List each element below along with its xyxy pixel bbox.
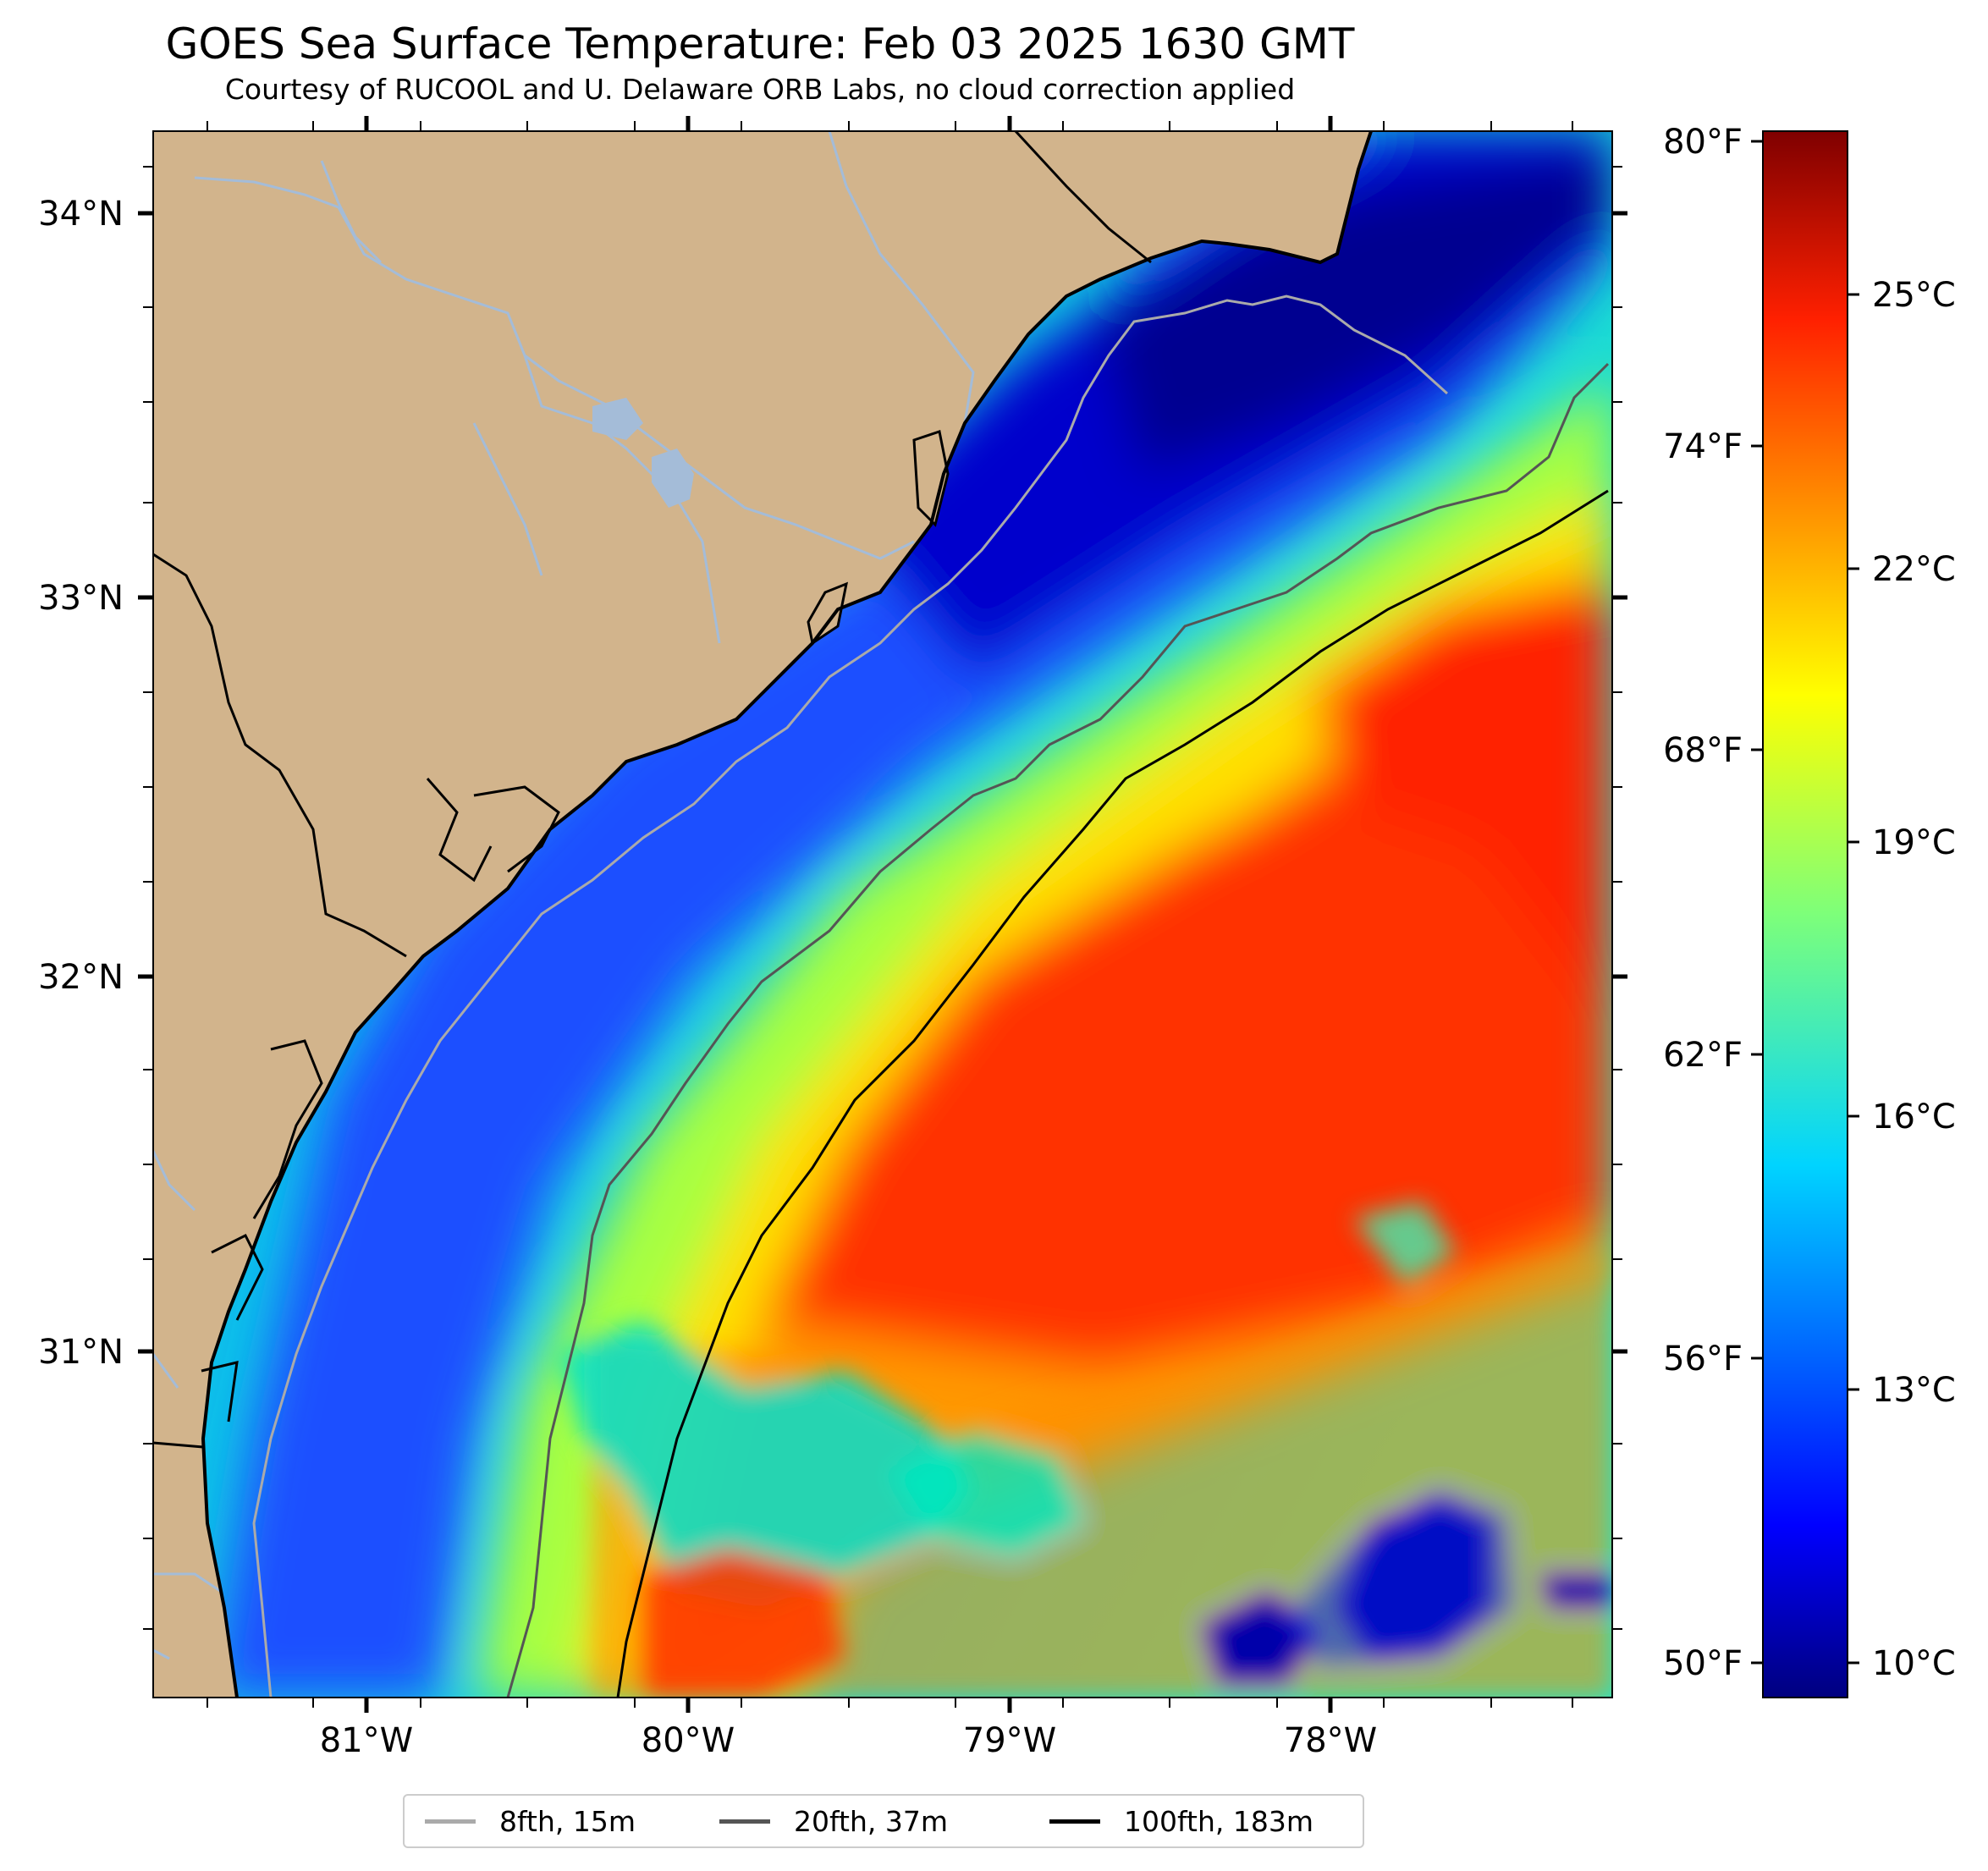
colorbar-f-label: 50°F bbox=[1663, 1644, 1743, 1683]
land bbox=[153, 131, 1371, 1698]
isobaths bbox=[252, 294, 1610, 1698]
colorbar: 80°F 74°F 68°F 62°F 56°F 50°F 25°C 22°C … bbox=[1663, 123, 1956, 1698]
barrier-island bbox=[807, 581, 849, 646]
minor-ticks bbox=[143, 121, 1622, 1708]
colorbar-c-label: 22°C bbox=[1872, 550, 1956, 589]
lat-label-31n: 31°N bbox=[38, 1333, 124, 1372]
lon-label-81w: 81°W bbox=[320, 1721, 413, 1760]
colorbar-c-label: 13°C bbox=[1872, 1371, 1956, 1410]
colorbar-f-label: 74°F bbox=[1663, 427, 1743, 466]
isobath-20fth bbox=[506, 362, 1610, 1698]
colorbar-c-label: 10°C bbox=[1872, 1644, 1956, 1683]
coastline bbox=[201, 131, 1373, 1698]
legend-swatch bbox=[719, 1819, 770, 1824]
lon-label-80w: 80°W bbox=[642, 1721, 735, 1760]
isobath-100fth bbox=[616, 489, 1609, 1698]
colorbar-c-label: 19°C bbox=[1872, 823, 1956, 862]
isobath-legend: 8fth, 15m 20fth, 37m 100fth, 183m bbox=[403, 1794, 1364, 1848]
coastline-detail bbox=[201, 778, 560, 1423]
legend-swatch bbox=[425, 1819, 476, 1824]
legend-swatch bbox=[1049, 1819, 1100, 1824]
lat-label-33n: 33°N bbox=[38, 579, 124, 618]
colorbar-c-label: 25°C bbox=[1872, 276, 1956, 315]
legend-label: 100fth, 183m bbox=[1124, 1804, 1313, 1838]
state-borders bbox=[153, 131, 1152, 1449]
legend-item-8fth: 8fth, 15m bbox=[425, 1796, 636, 1846]
legend-item-20fth: 20fth, 37m bbox=[719, 1796, 948, 1846]
isobath-8fth bbox=[252, 294, 1449, 1698]
colorbar-f-label: 62°F bbox=[1663, 1036, 1743, 1075]
legend-label: 8fth, 15m bbox=[499, 1804, 636, 1838]
map-title: GOES Sea Surface Temperature: Feb 03 202… bbox=[165, 19, 1355, 69]
lat-label-32n: 32°N bbox=[38, 958, 124, 997]
legend-label: 20fth, 37m bbox=[794, 1804, 948, 1838]
lon-label-78w: 78°W bbox=[1284, 1721, 1377, 1760]
land-mass bbox=[153, 131, 1371, 1698]
colorbar-f-label: 80°F bbox=[1663, 123, 1743, 162]
barrier-island bbox=[912, 430, 950, 527]
rivers bbox=[153, 131, 975, 1660]
major-ticks bbox=[138, 116, 1627, 1713]
colorbar-f-label: 68°F bbox=[1663, 731, 1743, 770]
map-frame bbox=[152, 130, 1613, 1698]
map-subtitle: Courtesy of RUCOOL and U. Delaware ORB L… bbox=[224, 73, 1296, 106]
colorbar-gradient bbox=[1762, 130, 1848, 1698]
colorbar-c-label: 16°C bbox=[1872, 1098, 1956, 1136]
lat-label-34n: 34°N bbox=[38, 195, 124, 234]
lon-label-79w: 79°W bbox=[963, 1721, 1056, 1760]
legend-item-100fth: 100fth, 183m bbox=[1049, 1796, 1313, 1846]
lake bbox=[592, 398, 694, 508]
colorbar-f-label: 56°F bbox=[1663, 1340, 1743, 1378]
